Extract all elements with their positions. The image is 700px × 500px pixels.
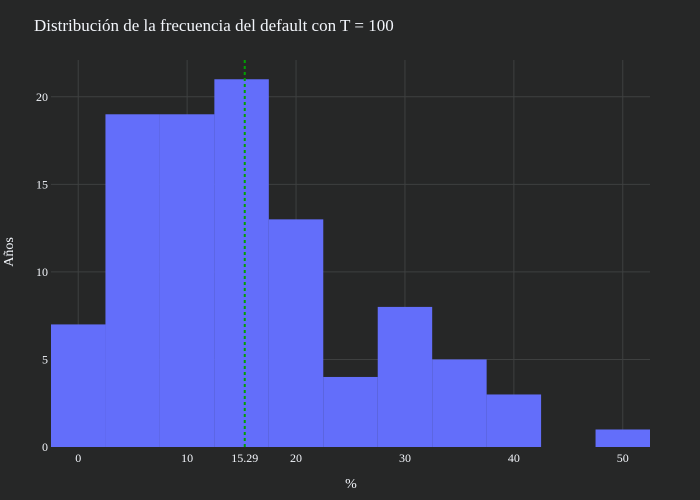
y-tick-label-4: 20: [36, 90, 48, 104]
y-tick-label-0: 0: [42, 440, 48, 454]
x-tick-label-4: 40: [508, 451, 520, 465]
x-tick-label-3: 30: [399, 451, 411, 465]
histogram-bar-6: [377, 306, 433, 447]
chart-title: Distribución de la frecuencia del defaul…: [34, 16, 394, 35]
histogram-bar-2: [159, 114, 215, 447]
bars-group: [51, 79, 650, 447]
x-axis-label: %: [345, 477, 357, 492]
histogram-bar-4: [268, 219, 324, 447]
histogram-bar-7: [432, 359, 487, 447]
histogram-bar-1: [105, 114, 160, 447]
histogram-bar-5: [323, 376, 378, 447]
histogram-bar-0: [51, 324, 106, 447]
y-axis-label: Años: [2, 237, 17, 267]
x-tick-label-0: 0: [75, 451, 81, 465]
y-tick-label-3: 15: [36, 177, 48, 191]
histogram-bar-8: [486, 394, 542, 447]
x-tick-label-reference: 15.29: [231, 451, 258, 465]
x-tick-label-1: 10: [181, 451, 193, 465]
y-tick-label-2: 10: [36, 265, 48, 279]
histogram-bar-10: [595, 429, 650, 447]
tick-labels: 0 10 20 30 40 50 15.29 0 5 10 15 20: [36, 90, 629, 465]
y-tick-label-1: 5: [42, 352, 48, 366]
histogram-bar-3: [214, 79, 269, 447]
x-tick-label-2: 20: [290, 451, 302, 465]
x-tick-label-5: 50: [617, 451, 629, 465]
